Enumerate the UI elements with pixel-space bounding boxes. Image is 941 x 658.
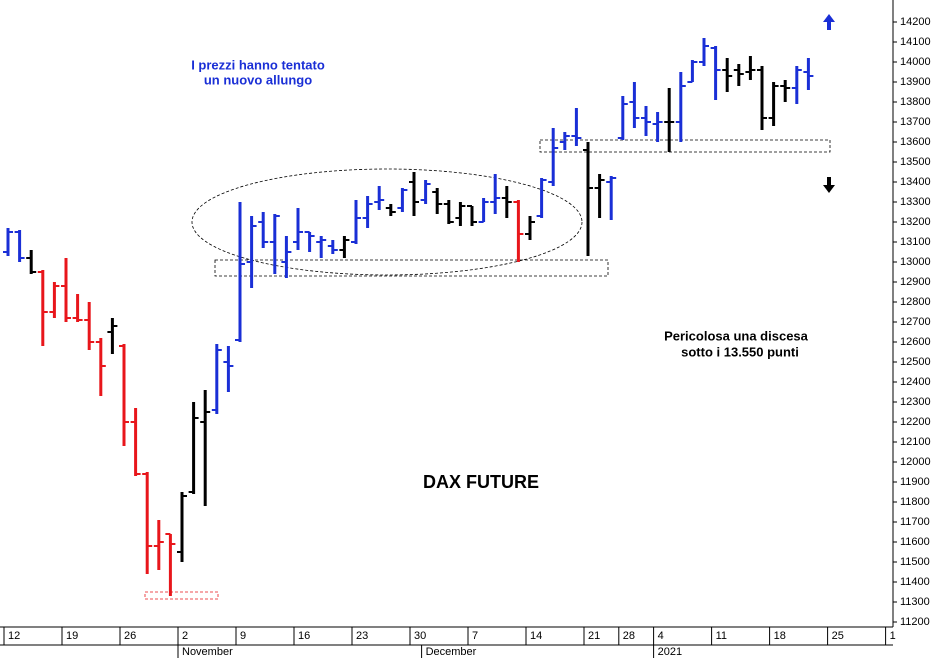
month-label: November: [182, 646, 233, 658]
annotation: Pericolosa una discesa: [664, 328, 809, 343]
y-tick-label: 12400: [900, 376, 931, 388]
low-box: [144, 591, 219, 600]
annotation: sotto i 13.550 punti: [681, 344, 799, 359]
y-tick-label: 11900: [900, 476, 930, 488]
y-tick-label: 11500: [900, 556, 930, 568]
y-tick-label: 13300: [900, 196, 931, 208]
y-tick-label: 13500: [900, 156, 931, 168]
x-tick-label: 11: [716, 630, 727, 642]
y-tick-label: 12700: [900, 316, 931, 328]
y-tick-label: 14000: [900, 56, 931, 68]
y-tick-label: 13700: [900, 116, 931, 128]
chart-title: DAX FUTURE: [423, 472, 539, 492]
x-tick-label: 18: [774, 630, 786, 642]
y-tick-label: 14100: [900, 36, 931, 48]
y-tick-label: 11400: [900, 576, 930, 588]
down-arrow: [823, 177, 835, 193]
support-box: [539, 139, 831, 153]
y-tick-label: 13800: [900, 96, 931, 108]
x-tick-label: 25: [832, 630, 844, 642]
y-tick-label: 13000: [900, 256, 931, 268]
y-tick-label: 14200: [900, 16, 931, 28]
y-tick-label: 13900: [900, 76, 931, 88]
x-tick-label: 7: [472, 630, 478, 642]
x-tick-label: 30: [414, 630, 426, 642]
x-tick-label: 1: [890, 630, 896, 642]
x-tick-label: 26: [124, 630, 136, 642]
x-tick-label: 14: [530, 630, 542, 642]
x-tick-label: 19: [66, 630, 78, 642]
y-tick-label: 11600: [900, 536, 930, 548]
x-tick-label: 9: [240, 630, 246, 642]
y-tick-label: 12500: [900, 356, 931, 368]
x-tick-label: 12: [8, 630, 20, 642]
y-tick-label: 11200: [900, 616, 930, 628]
x-tick-label: 2: [182, 630, 188, 642]
annotation: un nuovo allungo: [204, 72, 312, 87]
annotation: I prezzi hanno tentato: [191, 57, 325, 72]
y-tick-label: 13400: [900, 176, 931, 188]
month-label: December: [426, 646, 477, 658]
y-tick-label: 12100: [900, 436, 931, 448]
y-tick-label: 11300: [900, 596, 930, 608]
x-tick-label: 28: [623, 630, 635, 642]
month-label: 2021: [658, 646, 682, 658]
y-tick-label: 13100: [900, 236, 931, 248]
x-tick-label: 4: [658, 630, 664, 642]
x-tick-label: 23: [356, 630, 368, 642]
y-tick-label: 12800: [900, 296, 931, 308]
x-tick-label: 16: [298, 630, 310, 642]
y-tick-label: 13200: [900, 216, 931, 228]
y-tick-label: 12600: [900, 336, 931, 348]
up-arrow: [823, 14, 835, 30]
y-tick-label: 12300: [900, 396, 931, 408]
y-tick-label: 12200: [900, 416, 931, 428]
x-tick-label: 21: [588, 630, 600, 642]
y-tick-label: 13600: [900, 136, 931, 148]
support-box: [214, 259, 609, 277]
y-tick-label: 11700: [900, 516, 930, 528]
y-tick-label: 12900: [900, 276, 931, 288]
y-tick-label: 12000: [900, 456, 931, 468]
y-tick-label: 11800: [900, 496, 930, 508]
consolidation-ellipse: [191, 168, 583, 276]
